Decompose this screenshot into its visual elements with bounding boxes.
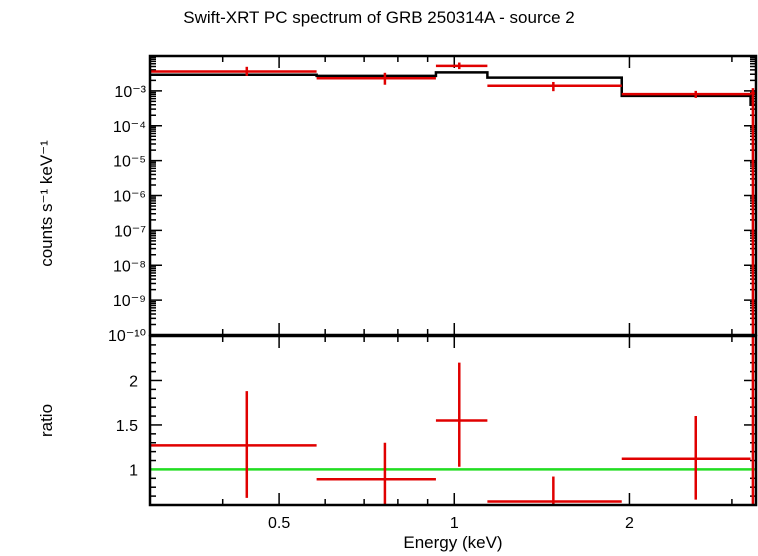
- panel-frames: [148, 54, 758, 507]
- y-tick-label: 10⁻³: [114, 84, 146, 101]
- model-step-line: [150, 71, 756, 107]
- y-tick-label: 10⁻⁵: [113, 154, 146, 171]
- y-tick-label: 10⁻⁴: [113, 119, 146, 136]
- ratio-panel-frame: [148, 334, 758, 507]
- y-tick-label: 10⁻⁹: [113, 293, 146, 310]
- y-tick-label: 10⁻¹⁰: [108, 328, 146, 345]
- x-tick-label: 0.5: [268, 515, 290, 532]
- x-tick-label: 1: [450, 515, 459, 532]
- spectrum-panel-frame: [148, 54, 758, 337]
- y-tick-label: 1.5: [116, 418, 138, 435]
- y-tick-label: 10⁻⁸: [113, 258, 146, 275]
- ratio-panel-marks: [150, 336, 756, 505]
- y-tick-label: 10⁻⁶: [113, 189, 146, 206]
- axis-labels: 10⁻³ 10⁻⁴ 10⁻⁵ 10⁻⁶ 10⁻⁷ 10⁻⁸ 10⁻⁹ 10⁻¹⁰ 0.5 1 2 1 1…: [37, 84, 634, 532]
- y-tick-label: 1: [129, 462, 138, 479]
- y-axis-label-ratio: ratio: [37, 404, 56, 437]
- spectrum-panel-marks: [150, 62, 756, 335]
- chart-title: Swift-XRT PC spectrum of GRB 250314A - s…: [183, 8, 575, 27]
- x-axis-label: Energy (keV): [403, 533, 503, 552]
- y-tick-label: 2: [129, 373, 138, 390]
- y-tick-label: 10⁻⁷: [114, 223, 146, 240]
- spectrum-panel-ticks: [149, 56, 756, 336]
- x-tick-label: 2: [625, 515, 634, 532]
- y-axis-label-spectrum: counts s⁻¹ keV⁻¹: [37, 140, 56, 267]
